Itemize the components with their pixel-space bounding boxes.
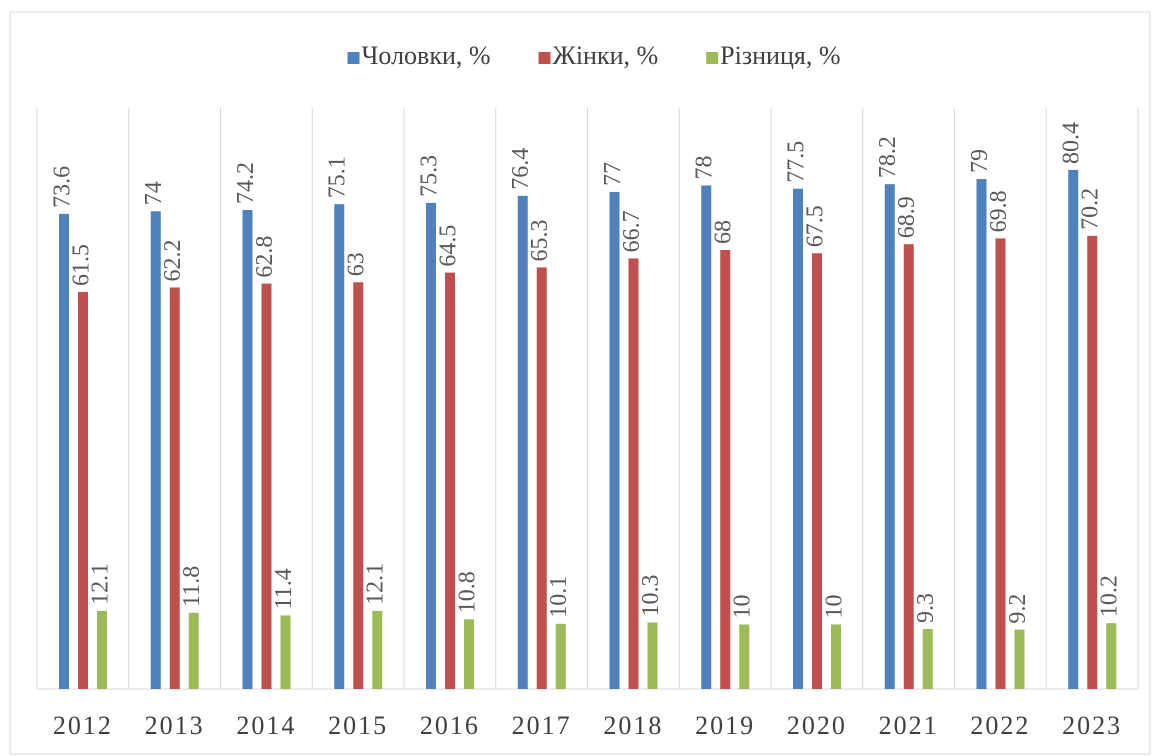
x-tick-label: 2019 <box>695 711 755 740</box>
data-label: 64.5 <box>436 225 462 267</box>
bar <box>701 185 712 689</box>
data-label: 63 <box>344 252 370 276</box>
bar <box>150 211 161 690</box>
bar <box>261 283 272 689</box>
x-tick-label: 2023 <box>1062 711 1122 740</box>
data-label: 77 <box>600 162 626 186</box>
data-label: 10 <box>822 594 848 618</box>
data-label: 76.4 <box>508 148 534 190</box>
bar <box>517 195 528 689</box>
data-label: 75.3 <box>417 155 443 197</box>
data-label: 62.2 <box>160 239 186 281</box>
data-label: 9.2 <box>1005 594 1031 624</box>
x-tick-label: 2015 <box>328 711 388 740</box>
data-label: 12.1 <box>88 563 114 605</box>
bar <box>1014 629 1025 689</box>
x-tick-label: 2013 <box>145 711 205 740</box>
data-label: 80.4 <box>1059 122 1085 164</box>
data-label: 62.8 <box>252 236 278 278</box>
data-label: 11.8 <box>179 566 205 607</box>
bar <box>97 610 107 689</box>
legend-label: Жінки, % <box>553 41 659 70</box>
bar <box>242 209 253 689</box>
legend-label: Різниця, % <box>720 41 840 70</box>
x-tick-label: 2017 <box>512 711 572 740</box>
data-label: 74.2 <box>233 162 259 204</box>
bar <box>536 267 547 689</box>
data-label: 79 <box>967 149 993 173</box>
bar <box>188 612 199 689</box>
bar <box>628 258 639 689</box>
data-label: 78 <box>692 155 718 179</box>
x-tick-label: 2020 <box>787 711 847 740</box>
data-label: 10 <box>730 594 756 618</box>
bar <box>1087 235 1098 689</box>
bar <box>720 250 731 689</box>
data-label: 10.3 <box>638 575 664 617</box>
bar <box>59 213 69 690</box>
data-label: 12.1 <box>363 563 389 605</box>
bar <box>334 204 345 689</box>
bar <box>903 244 914 689</box>
data-label: 11.4 <box>271 568 297 609</box>
bar <box>739 624 750 689</box>
data-label: 66.7 <box>619 210 645 252</box>
data-label: 77.5 <box>784 141 810 183</box>
bar <box>445 272 455 689</box>
bar <box>1106 623 1117 689</box>
data-label: 9.3 <box>913 593 939 623</box>
data-label: 78.2 <box>875 136 901 178</box>
bar <box>280 615 291 689</box>
x-tick-label: 2014 <box>236 711 296 740</box>
data-label: 68 <box>711 220 737 244</box>
data-label: 65.3 <box>527 219 553 261</box>
bar <box>884 184 895 690</box>
bar <box>169 287 180 689</box>
legend-label: Чоловки, % <box>362 41 491 70</box>
bar <box>78 291 88 689</box>
data-label: 68.9 <box>894 196 920 238</box>
bar <box>555 623 566 689</box>
x-tick-label: 2018 <box>603 711 663 740</box>
x-tick-label: 2022 <box>970 711 1030 740</box>
data-label: 70.2 <box>1078 188 1104 230</box>
bar <box>609 191 620 689</box>
bar <box>1068 169 1079 689</box>
data-label: 74 <box>141 181 167 205</box>
x-tick-label: 2016 <box>420 711 480 740</box>
data-label: 10.1 <box>546 576 572 618</box>
x-tick-label: 2021 <box>879 711 939 740</box>
data-label: 10.8 <box>455 571 481 613</box>
bar <box>372 610 383 689</box>
data-label: 69.8 <box>986 190 1012 232</box>
data-label: 61.5 <box>69 244 95 286</box>
data-label: 10.2 <box>1097 575 1123 617</box>
bar <box>976 179 987 689</box>
data-label: 75.1 <box>325 156 351 198</box>
legend-swatch <box>706 52 719 64</box>
bar <box>426 202 436 689</box>
bar <box>464 619 474 689</box>
legend: Чоловки, % Жінки, % Різниця, % <box>347 41 840 70</box>
bar <box>812 253 822 689</box>
bar <box>995 238 1006 689</box>
data-label: 67.5 <box>803 205 829 247</box>
bar <box>353 282 364 689</box>
bar <box>793 188 803 689</box>
legend-swatch <box>347 52 360 64</box>
bar <box>922 628 933 689</box>
bar <box>831 624 841 689</box>
data-label: 73.6 <box>50 166 76 208</box>
chart-frame <box>9 11 1151 755</box>
legend-swatch <box>538 52 551 64</box>
x-tick-label: 2012 <box>53 711 113 740</box>
bar <box>647 622 658 689</box>
